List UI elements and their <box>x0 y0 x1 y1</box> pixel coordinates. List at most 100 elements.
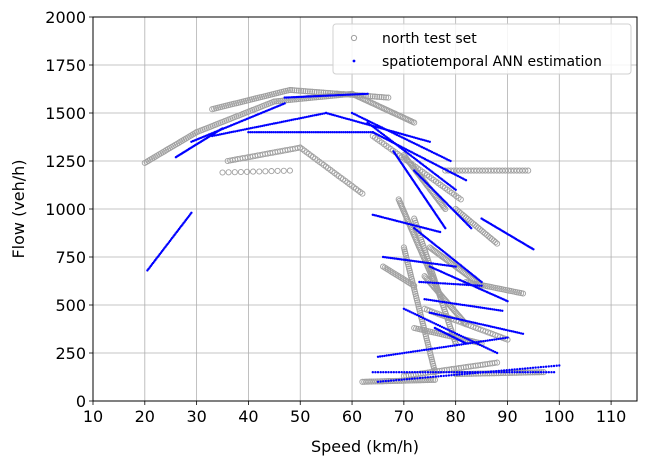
data-point <box>383 265 390 272</box>
data-point <box>349 93 352 96</box>
data-point <box>381 355 384 358</box>
data-point <box>471 372 474 375</box>
data-point <box>424 371 427 374</box>
data-point <box>247 127 251 130</box>
data-point <box>447 315 450 319</box>
data-point <box>542 371 545 374</box>
data-point <box>452 282 455 286</box>
data-point <box>526 371 529 374</box>
data-point <box>411 135 414 139</box>
data-point <box>451 316 454 320</box>
data-point <box>473 341 476 344</box>
data-point <box>508 368 511 372</box>
data-point <box>459 167 466 174</box>
data-point <box>516 368 519 371</box>
data-point <box>476 322 479 325</box>
data-point <box>488 370 495 377</box>
data-point <box>518 367 522 371</box>
data-point <box>276 121 279 125</box>
data-point <box>473 284 477 287</box>
data-point <box>371 371 374 374</box>
data-point <box>537 371 540 374</box>
data-point <box>514 330 517 334</box>
data-point <box>409 350 413 354</box>
data-point <box>411 350 415 353</box>
data-point <box>465 167 472 174</box>
data-point <box>238 129 241 132</box>
data-point <box>524 371 527 374</box>
data-point <box>499 167 506 174</box>
data-point <box>487 370 490 374</box>
data-point <box>397 371 401 374</box>
data-point <box>456 167 463 174</box>
data-point <box>555 364 558 367</box>
data-point <box>396 273 403 280</box>
data-point <box>329 131 332 134</box>
data-point <box>510 371 514 374</box>
data-point <box>425 348 428 351</box>
data-point <box>440 346 443 349</box>
data-point <box>429 347 432 351</box>
data-point <box>293 131 296 134</box>
data-point <box>482 345 485 348</box>
data-point <box>220 132 223 136</box>
data-point <box>283 131 286 134</box>
axis-ticks: 10 20 30 40 50 60 70 80 90 100 110 0 250 500 750 1000 12… <box>45 8 626 426</box>
x-tick-label: 10 <box>83 407 103 426</box>
data-point <box>264 131 267 134</box>
data-point <box>299 116 303 120</box>
data-point <box>272 122 276 125</box>
data-point <box>500 327 504 331</box>
data-point <box>296 117 299 121</box>
data-point <box>190 211 193 214</box>
data-point <box>371 93 378 100</box>
data-point <box>431 375 435 378</box>
data-point <box>418 371 422 374</box>
data-point <box>416 377 419 380</box>
data-point <box>272 131 275 134</box>
data-point <box>363 92 366 96</box>
data-point <box>314 131 318 134</box>
series-ann-estimation <box>146 92 561 383</box>
data-point <box>493 326 496 329</box>
data-point <box>406 309 409 312</box>
data-point <box>464 342 468 345</box>
data-point <box>305 115 308 119</box>
data-point <box>531 371 535 374</box>
data-point <box>253 131 256 134</box>
data-point <box>346 117 349 121</box>
data-point <box>353 119 356 123</box>
data-point <box>478 343 482 347</box>
data-point <box>426 371 430 374</box>
data-point <box>442 326 445 329</box>
data-point <box>262 168 269 175</box>
data-point <box>502 369 509 377</box>
data-point <box>259 131 263 134</box>
data-point <box>418 280 421 284</box>
x-tick-label: 50 <box>290 407 310 426</box>
legend-label-ann-estimation: spatiotemporal ANN estimation <box>382 54 602 70</box>
data-point <box>488 339 492 342</box>
data-point <box>308 131 311 134</box>
data-point <box>348 131 351 134</box>
data-point <box>439 300 442 303</box>
data-point <box>429 298 432 302</box>
data-point <box>404 308 407 311</box>
data-point <box>327 131 330 134</box>
data-point <box>483 324 487 327</box>
data-point <box>459 318 462 321</box>
data-point <box>434 312 437 316</box>
data-point <box>508 371 511 374</box>
data-point <box>450 374 453 377</box>
data-point <box>438 230 442 234</box>
data-point <box>479 167 486 174</box>
data-point <box>525 167 532 174</box>
data-point <box>469 342 472 345</box>
data-point <box>297 95 300 99</box>
data-point <box>331 131 334 134</box>
data-point <box>385 354 388 357</box>
data-point <box>421 316 425 320</box>
data-point <box>485 307 488 310</box>
data-point <box>544 365 548 368</box>
data-point <box>380 94 387 101</box>
